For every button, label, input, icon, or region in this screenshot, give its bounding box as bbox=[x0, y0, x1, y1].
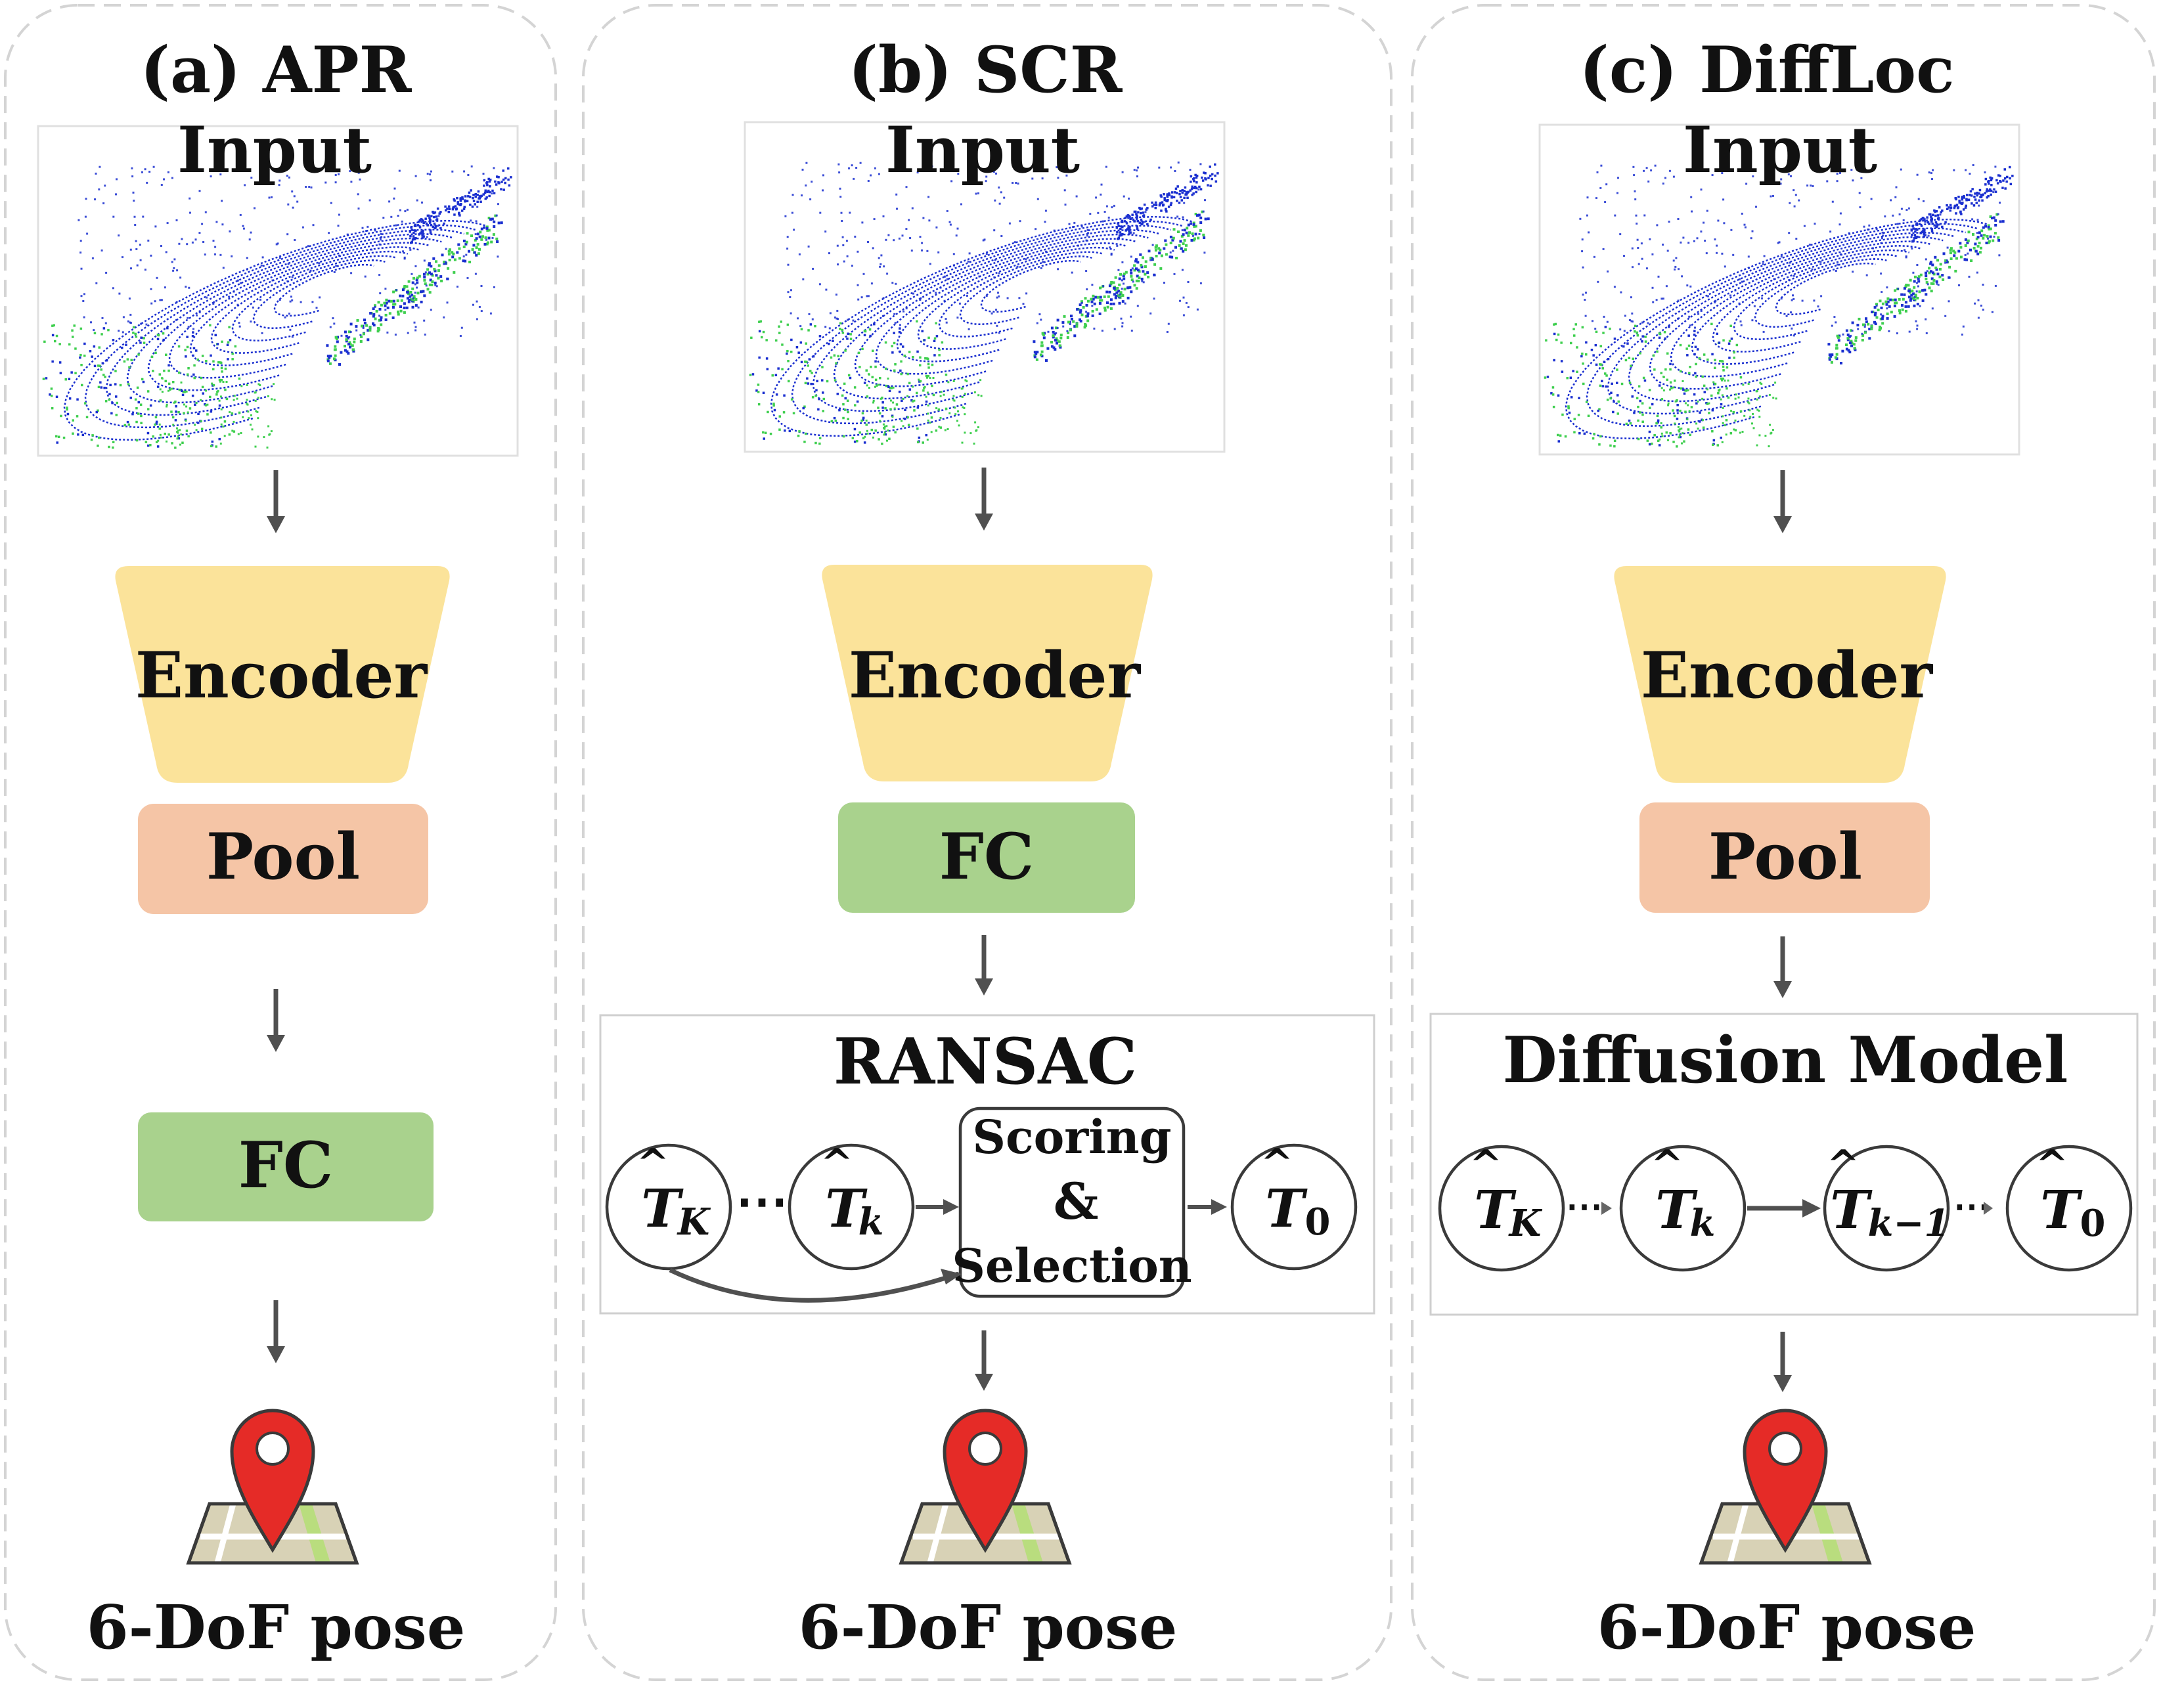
hat-mark: ^ bbox=[1260, 1141, 1293, 1187]
panel-scr: (b) SCR Input Encoder FC RANSAC bbox=[599, 33, 1375, 1663]
fc-label: FC bbox=[238, 1128, 334, 1202]
input-label: Input bbox=[1683, 113, 1877, 187]
scoring-line-3: Selection bbox=[952, 1238, 1192, 1293]
node-symbol: T bbox=[2040, 1179, 2083, 1240]
input-image: Input bbox=[744, 113, 1226, 453]
map-pin-icon bbox=[1699, 1409, 1872, 1565]
ransac-module: RANSAC T ^ K ⋯ T ^ k Scoring & bbox=[599, 1014, 1375, 1315]
panel-apr: (a) APR Input Encoder Pool FC bbox=[37, 33, 519, 1663]
hat-mark: ^ bbox=[2036, 1142, 2068, 1188]
arrow-down bbox=[267, 989, 285, 1052]
hat-mark: ^ bbox=[636, 1141, 669, 1187]
encoder-block: Encoder bbox=[822, 565, 1153, 781]
arrow-down bbox=[267, 1300, 285, 1363]
input-label: Input bbox=[885, 113, 1080, 187]
module-title: RANSAC bbox=[834, 1024, 1137, 1099]
map-pin-icon bbox=[186, 1409, 359, 1565]
node-t-k: T ^ k bbox=[788, 1141, 915, 1271]
arrow-down bbox=[975, 935, 993, 996]
input-image: Input bbox=[37, 113, 519, 457]
node-symbol: T bbox=[1830, 1179, 1873, 1240]
point-cloud-image bbox=[42, 165, 512, 449]
scoring-line-1: Scoring bbox=[972, 1110, 1171, 1164]
hat-mark: ^ bbox=[820, 1141, 853, 1187]
ellipsis: ⋯ bbox=[1566, 1185, 1603, 1228]
point-cloud-image bbox=[749, 162, 1219, 445]
fc-block: FC bbox=[138, 1112, 434, 1221]
node-symbol: T bbox=[641, 1177, 684, 1239]
input-image: Input bbox=[1538, 113, 2020, 456]
node-t-k: T ^ k bbox=[1619, 1142, 1747, 1272]
panel-title: (c) DiffLoc bbox=[1579, 33, 1954, 107]
output-label: 6-DoF pose bbox=[87, 1592, 466, 1663]
node-subscript: 0 bbox=[1305, 1200, 1331, 1244]
point-cloud-image bbox=[1544, 164, 2014, 448]
scoring-selection-box: Scoring & Selection bbox=[952, 1106, 1192, 1298]
curved-arrow bbox=[669, 1267, 962, 1303]
encoder-block: Encoder bbox=[115, 566, 450, 783]
panel-frame-scr bbox=[582, 4, 1392, 1681]
scoring-line-2: & bbox=[1054, 1172, 1099, 1231]
node-subscript: K bbox=[677, 1200, 711, 1244]
node-symbol: T bbox=[825, 1177, 868, 1239]
node-symbol: T bbox=[1655, 1179, 1698, 1240]
module-title: Diffusion Model bbox=[1502, 1023, 2068, 1097]
node-t-K: T ^ K bbox=[1438, 1142, 1565, 1272]
node-t-K: T ^ K bbox=[605, 1141, 732, 1271]
pool-block: Pool bbox=[138, 804, 428, 914]
panel-frame-apr bbox=[4, 4, 557, 1681]
node-subscript: k bbox=[1690, 1202, 1716, 1245]
node-t-0: T ^ 0 bbox=[2005, 1142, 2133, 1272]
panel-diffloc: (c) DiffLoc Input Encoder Pool Diffusion… bbox=[1429, 33, 2139, 1663]
pool-block: Pool bbox=[1639, 802, 1930, 913]
hat-mark: ^ bbox=[1469, 1142, 1502, 1188]
node-t-k-minus-1: T ^ k−1 bbox=[1823, 1142, 1950, 1272]
node-symbol: T bbox=[1474, 1179, 1517, 1240]
ellipsis: ⋯ bbox=[736, 1170, 788, 1231]
panel-title: (a) APR bbox=[141, 33, 412, 107]
arrow-right bbox=[1747, 1199, 1821, 1217]
arrow-down bbox=[267, 470, 285, 533]
map-pin-icon bbox=[899, 1409, 1072, 1565]
hat-mark: ^ bbox=[1827, 1142, 1860, 1188]
node-subscript: k bbox=[858, 1200, 884, 1244]
fc-label: FC bbox=[939, 820, 1035, 894]
pool-label: Pool bbox=[1708, 820, 1862, 894]
pool-label: Pool bbox=[206, 820, 360, 894]
arrow-down bbox=[1773, 936, 1792, 998]
diffusion-module: Diffusion Model T ^ K ⋯ T ^ k bbox=[1429, 1013, 2139, 1316]
output-label: 6-DoF pose bbox=[799, 1592, 1178, 1663]
encoder-block: Encoder bbox=[1614, 566, 1946, 783]
arrow-down bbox=[975, 1330, 993, 1391]
encoder-label: Encoder bbox=[849, 638, 1142, 712]
fc-block: FC bbox=[838, 802, 1135, 913]
input-label: Input bbox=[177, 113, 372, 187]
arrow-right bbox=[1188, 1199, 1227, 1215]
arrow-down bbox=[975, 468, 993, 531]
arrow-down bbox=[1773, 1332, 1792, 1392]
arrow-down bbox=[1773, 470, 1792, 533]
dotted-arrow: ⋯ bbox=[1566, 1185, 1612, 1228]
node-symbol: T bbox=[1265, 1177, 1308, 1239]
hat-mark: ^ bbox=[1651, 1142, 1683, 1188]
node-t-0: T ^ 0 bbox=[1230, 1141, 1358, 1271]
panel-frame-diffloc bbox=[1411, 4, 2156, 1681]
encoder-label: Encoder bbox=[1641, 638, 1934, 712]
output-label: 6-DoF pose bbox=[1597, 1592, 1976, 1663]
dotted-arrow: ⋯ bbox=[1953, 1185, 1993, 1228]
node-subscript: K bbox=[1508, 1202, 1543, 1245]
panel-title: (b) SCR bbox=[849, 33, 1123, 107]
node-subscript: 0 bbox=[2080, 1202, 2106, 1245]
encoder-label: Encoder bbox=[135, 638, 428, 712]
arrow-right bbox=[916, 1199, 959, 1215]
node-subscript: k−1 bbox=[1868, 1202, 1950, 1245]
